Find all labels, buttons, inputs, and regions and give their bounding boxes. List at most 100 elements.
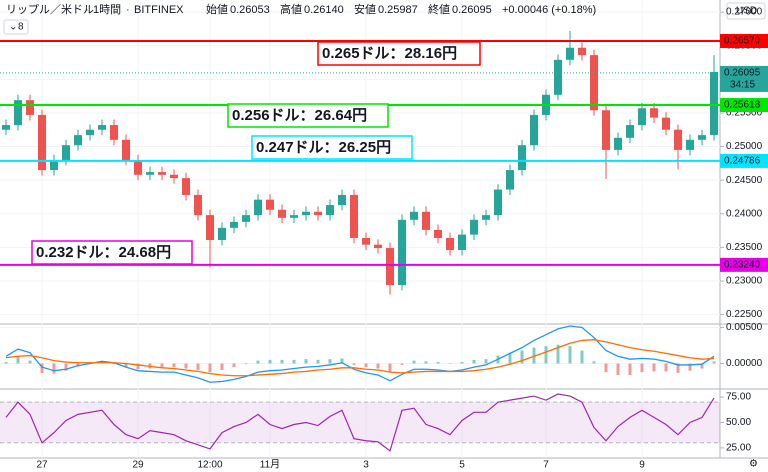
ohlc-value: 0.26095 — [452, 4, 492, 16]
x-tick-label: 5 — [459, 460, 465, 471]
current-price-label: 0.26095 — [724, 68, 761, 79]
candle-body — [218, 227, 226, 240]
macd-histogram-bar — [208, 363, 212, 373]
candle-body — [638, 108, 646, 126]
currency-button[interactable] — [726, 2, 766, 20]
candle-body — [242, 215, 250, 222]
macd-histogram-bar — [316, 359, 320, 364]
candle-body — [386, 248, 394, 286]
caret: ⌄ — [9, 22, 17, 33]
x-tick-label: 29 — [132, 460, 144, 471]
interval[interactable]: 1時間 — [93, 3, 121, 16]
candle-body — [566, 47, 574, 60]
candle-body — [626, 125, 634, 138]
settings-icon[interactable]: ⚙ — [749, 459, 758, 470]
separator: · — [85, 4, 89, 16]
candle-body — [230, 221, 238, 228]
candle-body — [410, 211, 418, 220]
macd-histogram-bar — [136, 363, 140, 370]
rsi-band — [0, 402, 720, 443]
macd-histogram-bar — [556, 344, 560, 364]
candle-body — [458, 234, 466, 251]
y-tick-label: 0.22500 — [726, 309, 763, 320]
signal-line — [5, 339, 715, 377]
rsi-line — [5, 393, 715, 452]
macd-histogram-bar — [28, 360, 32, 364]
macd-histogram-bar — [304, 359, 308, 364]
candle-body — [446, 237, 454, 251]
macd-histogram-bar — [52, 363, 56, 374]
y-tick-label: 0.23000 — [726, 276, 763, 287]
candle-body — [518, 145, 526, 171]
candle-body — [602, 110, 610, 150]
candle-body — [578, 47, 586, 56]
candle-body — [590, 55, 598, 111]
macd-histogram-bar — [352, 363, 356, 365]
candle-body — [374, 244, 382, 249]
currency[interactable]: USD — [736, 6, 757, 17]
macd-histogram-bar — [64, 363, 68, 371]
legend-header: リップル／米ドル 1時間 BITFINEX · · ⌄ 8 始値 0.26053 高… — [3, 2, 596, 35]
countdown: 34:15 — [730, 80, 755, 91]
macd-histogram-bar — [568, 346, 572, 364]
candle-body — [506, 170, 514, 190]
candle-body — [302, 211, 310, 216]
candle-body — [122, 139, 130, 160]
candle-body — [398, 219, 406, 286]
separator: · — [126, 4, 130, 16]
candle-body — [350, 194, 358, 238]
exchange[interactable]: BITFINEX — [134, 4, 184, 16]
macd-histogram-bar — [544, 346, 548, 364]
price-tag — [720, 34, 768, 49]
price-tag-label: 0.26570 — [724, 36, 761, 47]
y-tick-label: 0.27000 — [726, 7, 763, 18]
candle-body — [110, 125, 118, 140]
macd-histogram-bar — [268, 359, 272, 364]
candle-body — [494, 189, 502, 216]
macd-histogram-bar — [700, 363, 704, 369]
candle-body — [170, 174, 178, 179]
candle-body — [686, 139, 694, 150]
macd-histogram-bar — [364, 363, 368, 368]
candle-body — [710, 71, 718, 136]
y-tick-label: 25.00 — [726, 443, 751, 454]
candle-body — [50, 159, 58, 171]
candle-body — [266, 199, 274, 210]
candle-body — [86, 129, 94, 136]
ohlc-value: 0.25987 — [378, 4, 418, 16]
macd-histogram-bar — [580, 350, 584, 364]
macd-histogram-bar — [184, 363, 188, 369]
candle-body — [278, 209, 286, 218]
macd-histogram-bar — [220, 363, 224, 370]
x-tick-label: 3 — [363, 460, 369, 471]
macd-histogram-bar — [616, 363, 620, 376]
annotation-text: 0.232ドル：24.68円 — [36, 244, 171, 261]
candle-body — [254, 199, 262, 216]
macd-histogram-bar — [280, 359, 284, 364]
macd-histogram-bar — [484, 359, 488, 364]
indicators-toggle[interactable] — [3, 19, 29, 35]
symbol[interactable]: リップル／米ドル — [6, 3, 94, 16]
candle-body — [422, 211, 430, 230]
macd-histogram-bar — [376, 363, 380, 369]
annotation-text: 0.247ドル：26.25円 — [256, 139, 391, 156]
macd-histogram-bar — [388, 363, 392, 373]
x-tick-label: 27 — [36, 460, 48, 471]
price-tag-label: 0.23240 — [724, 260, 761, 271]
macd-histogram-bar — [520, 350, 524, 364]
macd-histogram-bar — [232, 363, 236, 368]
macd-histogram-bar — [592, 361, 596, 364]
macd-histogram-bar — [4, 362, 8, 364]
macd-histogram-bar — [400, 363, 404, 365]
ohlc-label: 高値 — [280, 2, 302, 16]
macd-histogram-bar — [676, 363, 680, 373]
price-tag — [720, 257, 768, 272]
ohlc-value: 0.26053 — [230, 4, 270, 16]
macd-histogram-bar — [196, 363, 200, 370]
candle-body — [38, 114, 46, 171]
annotation-box — [317, 41, 481, 66]
y-tick-label: 0.23500 — [726, 242, 763, 253]
macd-histogram-bar — [628, 363, 632, 376]
y-tick-label: 0.25000 — [726, 141, 763, 152]
